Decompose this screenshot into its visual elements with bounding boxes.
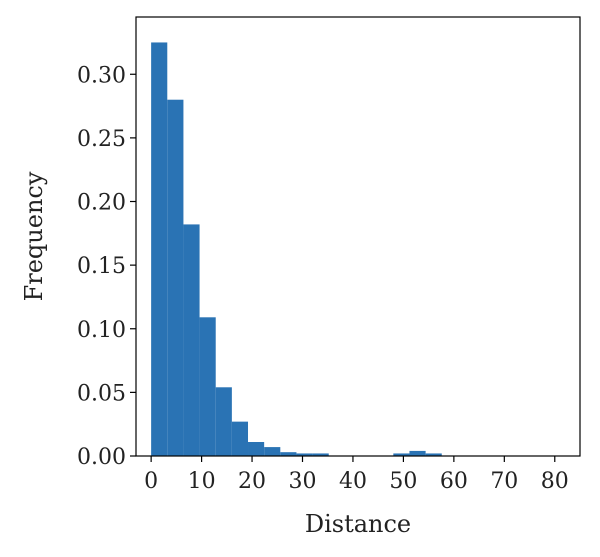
x-tick-label: 50 bbox=[389, 469, 417, 494]
x-tick-label: 70 bbox=[490, 469, 518, 494]
histogram-bar bbox=[264, 447, 281, 456]
y-tick-label: 0.15 bbox=[77, 254, 126, 279]
plot-frame bbox=[135, 16, 581, 457]
x-tick-label: 80 bbox=[541, 469, 569, 494]
y-axis-ticks: 0.00 0.05 0.10 0.15 0.20 0.25 0.30 bbox=[77, 63, 136, 470]
histogram-bar bbox=[425, 453, 442, 456]
histogram-bar bbox=[215, 387, 232, 456]
x-tick-label: 30 bbox=[289, 469, 317, 494]
histogram-bar bbox=[393, 453, 410, 456]
x-tick-label: 0 bbox=[144, 469, 158, 494]
y-tick-label: 0.05 bbox=[77, 381, 126, 406]
histogram-bar bbox=[248, 442, 265, 456]
bars-group bbox=[151, 42, 442, 456]
histogram-bar bbox=[199, 317, 216, 456]
histogram-bar bbox=[151, 42, 168, 456]
y-axis-label: Frequency bbox=[20, 171, 48, 301]
x-tick-label: 10 bbox=[188, 469, 216, 494]
x-axis-ticks: 0 10 20 30 40 50 60 70 80 bbox=[144, 456, 569, 494]
x-axis-label: Distance bbox=[305, 510, 411, 538]
histogram-bar bbox=[312, 453, 329, 456]
y-tick-label: 0.30 bbox=[77, 63, 126, 88]
y-tick-label: 0.00 bbox=[77, 445, 126, 470]
histogram-bar bbox=[183, 224, 200, 456]
y-tick-label: 0.25 bbox=[77, 127, 126, 152]
x-tick-label: 40 bbox=[339, 469, 367, 494]
histogram-bar bbox=[296, 453, 313, 456]
x-tick-label: 20 bbox=[238, 469, 266, 494]
y-tick-label: 0.20 bbox=[77, 191, 126, 216]
x-tick-label: 60 bbox=[440, 469, 468, 494]
histogram-bar bbox=[167, 99, 184, 456]
histogram-bar bbox=[231, 421, 249, 456]
y-tick-label: 0.10 bbox=[77, 318, 126, 343]
histogram-bar bbox=[409, 450, 426, 456]
histogram-bar bbox=[280, 452, 297, 456]
